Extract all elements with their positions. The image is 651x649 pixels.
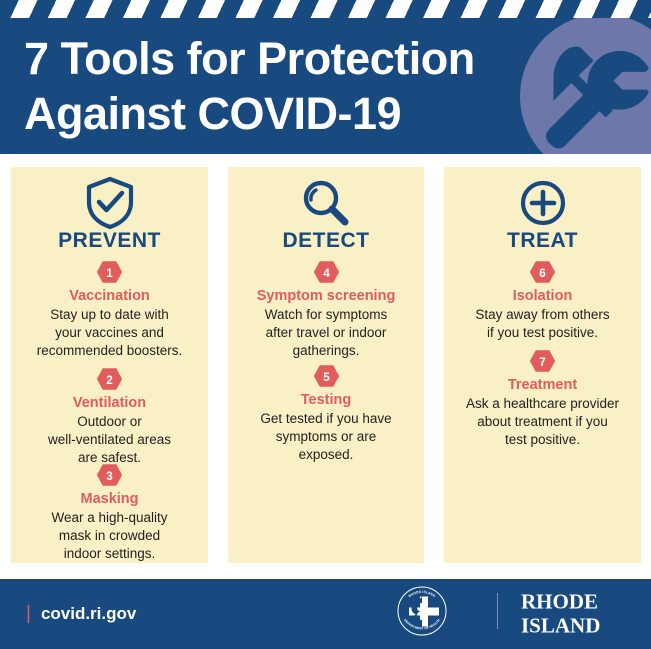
- svg-text:1: 1: [106, 267, 113, 280]
- svg-text:6: 6: [539, 267, 546, 280]
- svg-text:7: 7: [539, 356, 546, 369]
- svg-text:2: 2: [106, 374, 113, 387]
- svg-text:5: 5: [323, 371, 330, 384]
- svg-text:4: 4: [323, 267, 330, 280]
- svg-text:3: 3: [106, 470, 113, 483]
